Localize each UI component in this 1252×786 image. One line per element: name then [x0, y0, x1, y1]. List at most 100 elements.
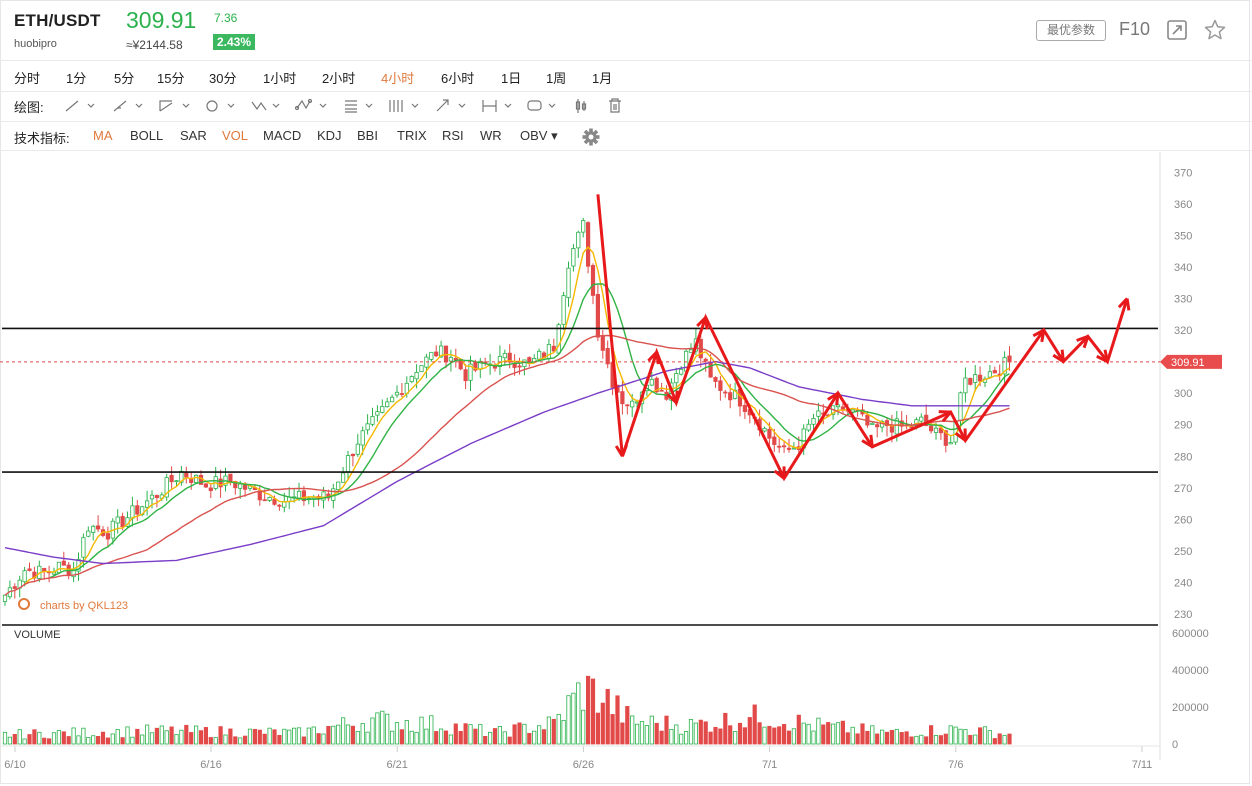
tab-timeframe-1[interactable]: 1分 [66, 71, 87, 86]
price-change: 7.36 [214, 11, 238, 25]
candle-body [806, 423, 811, 431]
indicator-macd[interactable]: MACD [263, 128, 302, 143]
indicator-vol[interactable]: VOL [222, 128, 249, 143]
tab-timeframe-0[interactable]: 分时 [14, 71, 41, 86]
candle-body [635, 401, 640, 404]
favorite-star-icon[interactable] [1203, 18, 1227, 42]
price-tick-label: 330 [1174, 294, 1192, 306]
volume-bar [586, 675, 591, 745]
ray-tool-icon[interactable] [113, 100, 143, 112]
volume-bar [105, 737, 110, 745]
candle-body [987, 371, 993, 378]
candle-body [144, 500, 150, 508]
candle-body [968, 377, 973, 385]
volume-bar [963, 729, 968, 745]
candle-body [2, 594, 8, 602]
ticker-header: ETH/USDT huobipro 309.91 ≈¥2144.58 7.36 … [0, 0, 1252, 60]
volume-bar [929, 725, 934, 745]
candle-body [811, 418, 816, 425]
fib-tool-icon[interactable] [345, 100, 373, 113]
volume-bar [664, 715, 669, 745]
indicator-wr[interactable]: WR [480, 128, 502, 143]
volume-bar [816, 717, 821, 745]
candle-body [786, 447, 792, 450]
candle-body [791, 447, 797, 450]
volume-bar [267, 727, 272, 745]
volume-bar [429, 715, 434, 745]
volume-bar [958, 728, 963, 745]
measure-tool-icon[interactable] [482, 100, 512, 112]
f10-button[interactable]: F10 [1119, 19, 1151, 39]
optimal-params-button[interactable]: 最优参数 [1036, 20, 1106, 41]
tab-timeframe-7[interactable]: 4小时 [381, 71, 415, 86]
indicator-trix[interactable]: TRIX [397, 128, 427, 143]
volume-bar [389, 730, 395, 745]
volume-bar [193, 725, 199, 745]
volume-bar [747, 717, 752, 745]
candle-body [27, 568, 32, 571]
indicator-bbi[interactable]: BBI [357, 128, 378, 143]
tab-timeframe-2[interactable]: 5分 [114, 71, 135, 86]
candle-body [875, 424, 880, 428]
annotation-arrowhead [861, 434, 874, 449]
volume-bar [522, 723, 527, 745]
text-tool-icon[interactable] [527, 100, 556, 111]
line-tool-icon[interactable] [65, 100, 95, 112]
wave-tool-icon[interactable] [251, 101, 280, 111]
volume-bar [880, 729, 885, 745]
volume-bar [115, 729, 120, 745]
candle-body [943, 430, 948, 446]
volume-bar [262, 733, 267, 745]
indicator-rsi[interactable]: RSI [442, 128, 464, 143]
tab-timeframe-3[interactable]: 15分 [157, 71, 185, 86]
candle-body [468, 363, 473, 381]
indicator-sar[interactable]: SAR [180, 128, 207, 143]
tab-timeframe-10[interactable]: 1周 [546, 71, 567, 86]
candle-body [434, 351, 439, 357]
candle-body [581, 220, 586, 233]
volume-bar [468, 724, 473, 745]
volume-bar [968, 734, 973, 745]
price-tick-label: 290 [1174, 420, 1192, 432]
volume-bar [752, 704, 757, 745]
tab-timeframe-8[interactable]: 6小时 [441, 71, 475, 86]
candle-body [267, 497, 272, 501]
gann-tool-icon[interactable] [389, 100, 419, 112]
indicator-settings-gear-icon[interactable] [581, 127, 601, 147]
volume-tick-label: 600000 [1172, 628, 1209, 640]
volume-bar [698, 719, 703, 745]
volume-bar [742, 727, 748, 745]
tab-timeframe-11[interactable]: 1月 [592, 71, 613, 86]
indicator-obv[interactable]: OBV ▾ [520, 128, 558, 143]
pattern-tool-icon[interactable] [294, 98, 327, 111]
tab-timeframe-9[interactable]: 1日 [501, 71, 522, 86]
indicator-ma[interactable]: MA [93, 128, 113, 143]
fullscreen-icon[interactable] [1165, 18, 1189, 42]
tab-timeframe-4[interactable]: 30分 [209, 71, 237, 86]
arrow-tool-icon[interactable] [436, 99, 466, 112]
volume-bar [973, 734, 978, 745]
volume-bar [487, 731, 493, 745]
indicator-kdj[interactable]: KDJ [317, 128, 342, 143]
candlestick-chart[interactable]: 2302402502602702802903003103203303403503… [0, 150, 1252, 786]
circle-tool-icon[interactable] [206, 100, 235, 112]
exchange-name: huobipro [14, 38, 57, 50]
tab-timeframe-5[interactable]: 1小时 [263, 71, 297, 86]
candle-body [777, 445, 782, 448]
volume-bar [556, 713, 561, 745]
volume-bar [595, 712, 601, 745]
volume-bar [419, 716, 424, 745]
volume-bar [473, 728, 478, 745]
volume-bar [649, 715, 654, 745]
trash-icon[interactable] [609, 98, 621, 113]
volume-bar [375, 712, 380, 745]
candle-body [135, 505, 140, 515]
candle-tool-icon[interactable] [575, 99, 587, 113]
annotation-arrowhead [954, 428, 967, 442]
volume-bar [380, 710, 385, 745]
volume-bar [61, 731, 66, 745]
indicator-boll[interactable]: BOLL [130, 128, 164, 143]
parallel-tool-icon[interactable] [159, 100, 190, 112]
volume-bar [336, 724, 341, 745]
tab-timeframe-6[interactable]: 2小时 [322, 71, 356, 86]
